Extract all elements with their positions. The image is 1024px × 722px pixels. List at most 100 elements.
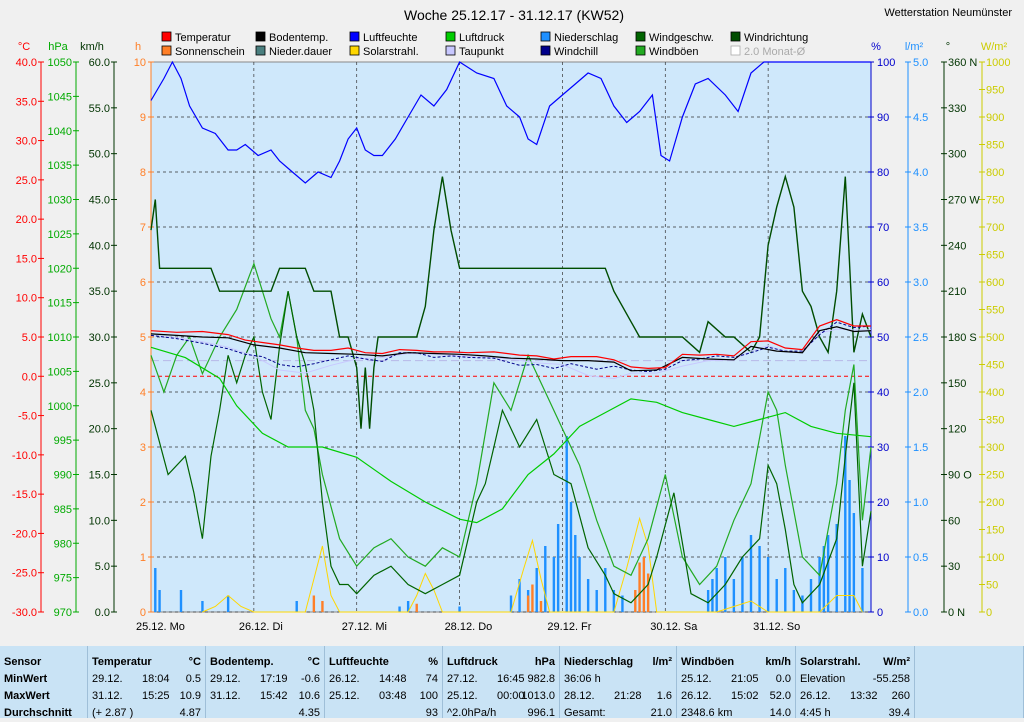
summary-cell-label: 26.12.	[329, 673, 360, 685]
summary-header-unit: %	[428, 656, 438, 668]
summary-cell-time: 16:45	[497, 673, 525, 685]
rain-bar	[809, 579, 813, 612]
rain-bar	[758, 546, 761, 612]
summary-cell-time: 17:19	[260, 673, 288, 685]
axis-tick-label-wind: 55.0	[89, 103, 110, 115]
chart-title: Woche 25.12.17 - 31.12.17 (KW52)	[404, 7, 624, 23]
legend-label: Solarstrahl.	[363, 46, 419, 58]
rain-bar	[784, 568, 787, 612]
legend-swatch	[540, 31, 551, 42]
axis-tick-label-winddir: 150	[948, 378, 966, 390]
rain-bar	[835, 524, 838, 612]
axis-tick-label-winddir: 180 S	[948, 332, 977, 344]
axis-tick-label-humidity: 30	[877, 442, 889, 454]
sunshine-bar	[646, 573, 650, 612]
summary-column-solar: Solarstrahl. W/m² Elevation -55.258 26.12. 13…	[796, 646, 915, 719]
axis-tick-label-solar: 0	[986, 607, 992, 619]
series-line-windchill	[150, 321, 872, 373]
axis-tick-label-winddir: 60	[948, 515, 960, 527]
legend-label: Windrichtung	[744, 32, 808, 44]
summary-cell-label: 26.12.	[800, 690, 831, 702]
axis-tick-label-winddir: 0 N	[948, 607, 965, 619]
axis-tick-label-winddir: 330	[948, 103, 966, 115]
summary-row: 31.12. 15:25 10.9	[92, 688, 201, 705]
summary-row: 25.12. 03:48 100	[329, 688, 438, 705]
axis-tick-label-pressure: 1045	[48, 91, 72, 103]
axis-tick-label-sunhours: 2	[140, 497, 146, 509]
rain-bar	[848, 480, 851, 612]
summary-cell-label: 25.12.	[681, 673, 712, 685]
day-label: 28.12. Do	[445, 621, 493, 633]
summary-cell-label: 28.12.	[564, 690, 595, 702]
summary-header-label: Temperatur	[92, 656, 152, 668]
summary-cell-label: MaxWert	[4, 690, 50, 702]
rain-bar	[509, 595, 513, 612]
summary-cell-value: 93	[425, 707, 438, 719]
day-label: 31.12. So	[753, 621, 800, 633]
axis-tick-label-humidity: 100	[877, 57, 895, 69]
summary-filler	[915, 646, 1024, 718]
rain-bar	[822, 546, 826, 612]
axis-tick-label-solar: 300	[986, 442, 1004, 454]
rain-bar	[715, 568, 718, 612]
summary-row: ^2.0hPa/h 996.1	[447, 705, 555, 722]
axis-tick-label-temp: 0.0	[22, 371, 37, 383]
axis-tick-label-rain: 3.0	[913, 277, 928, 289]
legend-label: Windböen	[649, 46, 699, 58]
summary-header: Sensor	[4, 654, 83, 671]
axis-tick-label-humidity: 20	[877, 497, 889, 509]
sunshine-bar	[531, 584, 534, 612]
summary-row: 27.12. 16:45 982.8	[447, 671, 555, 688]
rain-bar	[398, 606, 401, 612]
summary-column-niederschlag: Niederschlag l/m² 36:06 h 28.12. 21:28 1.6 Ges…	[560, 646, 677, 719]
day-label: 27.12. Mi	[342, 621, 387, 633]
summary-cell-value: 996.1	[527, 707, 555, 719]
axis-tick-label-solar: 150	[986, 525, 1004, 537]
axis-tick-label-solar: 1000	[986, 57, 1010, 69]
axis-tick-label-pressure: 1015	[48, 298, 72, 310]
series-line-solarstrahl	[202, 516, 863, 613]
axis-tick-label-winddir: 210	[948, 286, 966, 298]
axis-tick-label-temp: -5.0	[18, 411, 37, 423]
summary-row: 31.12. 15:42 10.6	[210, 688, 320, 705]
rain-bar	[732, 579, 736, 612]
rain-bar	[295, 601, 298, 612]
axis-tick-label-humidity: 40	[877, 387, 889, 399]
day-label: 26.12. Di	[239, 621, 283, 633]
legend-swatch	[730, 31, 741, 42]
summary-row: 2348.6 km 14.0	[681, 705, 791, 722]
axis-tick-label-wind: 25.0	[89, 378, 110, 390]
axis-tick-label-winddir: 270 W	[948, 195, 980, 207]
summary-header-unit: hPa	[534, 656, 555, 668]
series-line-taupunkt	[150, 328, 871, 380]
summary-row: 26.12. 13:32 260	[800, 688, 910, 705]
axis-tick-label-humidity: 70	[877, 222, 889, 234]
rain-bar	[844, 436, 847, 612]
sunshine-bar	[321, 601, 324, 612]
axis-tick-label-sunhours: 3	[140, 442, 146, 454]
summary-column-druck: Luftdruck hPa 27.12. 16:45 982.8 25.12. 00:00 1…	[443, 646, 560, 719]
axis-tick-label-wind: 50.0	[89, 149, 110, 161]
summary-row: 29.12. 17:19 -0.6	[210, 671, 320, 688]
rain-bar	[792, 590, 796, 612]
legend-swatch	[255, 31, 266, 42]
summary-column-boden: Bodentemp. °C 29.12. 17:19 -0.6 31.12. 15:42 10…	[206, 646, 325, 719]
axis-tick-label-solar: 700	[986, 222, 1004, 234]
axis-tick-label-solar: 250	[986, 470, 1004, 482]
legend-swatch	[349, 45, 360, 56]
summary-header: Luftdruck hPa	[447, 654, 555, 671]
axis-tick-label-pressure: 970	[54, 607, 72, 619]
summary-row: 26.12. 14:48 74	[329, 671, 438, 688]
summary-row: MinWert	[4, 671, 83, 688]
axis-unit-solar: W/m²	[981, 41, 1008, 53]
summary-cell-time: 03:48	[379, 690, 407, 702]
rain-bar	[552, 557, 556, 612]
weather-chart: Woche 25.12.17 - 31.12.17 (KW52) Wetters…	[11, 7, 1013, 633]
summary-cell-label: 31.12.	[210, 690, 241, 702]
legend-label: Windchill	[554, 46, 598, 58]
rain-bar	[574, 535, 577, 612]
legend-label: 2.0 Monat-Ø	[744, 46, 806, 58]
axis-unit-wind: km/h	[80, 41, 104, 53]
summary-cell-time: 18:04	[142, 673, 170, 685]
axis-tick-label-rain: 5.0	[913, 57, 928, 69]
